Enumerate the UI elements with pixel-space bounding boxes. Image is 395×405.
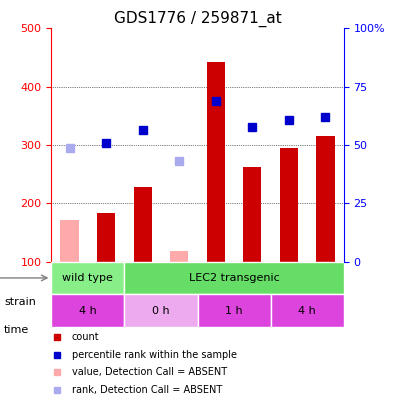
Bar <box>280 148 298 262</box>
Bar <box>97 213 115 262</box>
Text: 4 h: 4 h <box>298 306 316 315</box>
Bar <box>134 187 152 262</box>
FancyBboxPatch shape <box>271 294 344 327</box>
Bar <box>207 62 225 262</box>
Text: strain: strain <box>4 297 36 307</box>
Bar <box>316 136 335 262</box>
FancyBboxPatch shape <box>51 294 124 327</box>
Bar <box>170 251 188 262</box>
Bar <box>60 220 79 262</box>
Text: 4 h: 4 h <box>79 306 97 315</box>
Text: value, Detection Call = ABSENT: value, Detection Call = ABSENT <box>72 367 227 377</box>
FancyBboxPatch shape <box>51 262 124 294</box>
Text: count: count <box>72 333 100 342</box>
FancyBboxPatch shape <box>124 294 198 327</box>
Bar <box>243 167 261 262</box>
Text: percentile rank within the sample: percentile rank within the sample <box>72 350 237 360</box>
Text: 1 h: 1 h <box>225 306 243 315</box>
Title: GDS1776 / 259871_at: GDS1776 / 259871_at <box>114 11 281 27</box>
FancyBboxPatch shape <box>124 262 344 294</box>
Text: time: time <box>4 325 29 335</box>
Text: 0 h: 0 h <box>152 306 170 315</box>
Text: rank, Detection Call = ABSENT: rank, Detection Call = ABSENT <box>72 385 222 395</box>
FancyBboxPatch shape <box>198 294 271 327</box>
Text: wild type: wild type <box>62 273 113 283</box>
Text: LEC2 transgenic: LEC2 transgenic <box>189 273 279 283</box>
